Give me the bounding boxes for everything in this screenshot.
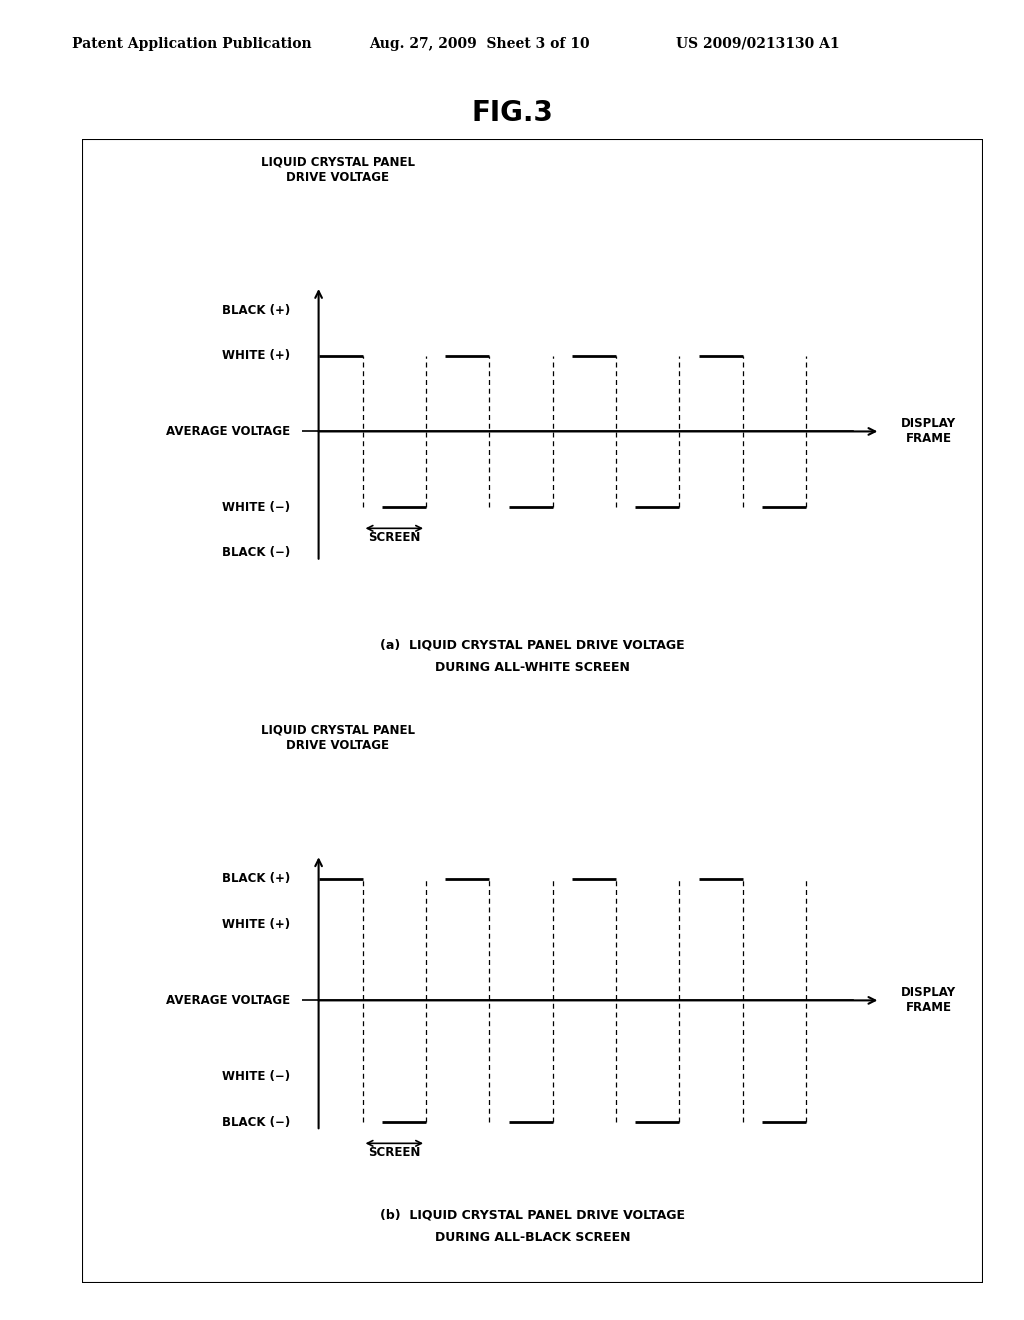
Text: DURING ALL-BLACK SCREEN: DURING ALL-BLACK SCREEN bbox=[435, 1232, 630, 1245]
Text: LIQUID CRYSTAL PANEL
DRIVE VOLTAGE: LIQUID CRYSTAL PANEL DRIVE VOLTAGE bbox=[261, 723, 415, 751]
Text: BLACK (+): BLACK (+) bbox=[221, 873, 290, 886]
Text: Aug. 27, 2009  Sheet 3 of 10: Aug. 27, 2009 Sheet 3 of 10 bbox=[369, 37, 589, 51]
Text: FIG.3: FIG.3 bbox=[471, 99, 553, 127]
Text: WHITE (−): WHITE (−) bbox=[221, 500, 290, 513]
Text: BLACK (−): BLACK (−) bbox=[221, 546, 290, 560]
Text: AVERAGE VOLTAGE: AVERAGE VOLTAGE bbox=[166, 994, 290, 1007]
Text: (b)  LIQUID CRYSTAL PANEL DRIVE VOLTAGE: (b) LIQUID CRYSTAL PANEL DRIVE VOLTAGE bbox=[380, 1209, 685, 1222]
Text: AVERAGE VOLTAGE: AVERAGE VOLTAGE bbox=[166, 425, 290, 438]
Text: LIQUID CRYSTAL PANEL
DRIVE VOLTAGE: LIQUID CRYSTAL PANEL DRIVE VOLTAGE bbox=[261, 156, 415, 183]
Text: DURING ALL-WHITE SCREEN: DURING ALL-WHITE SCREEN bbox=[435, 661, 630, 675]
Text: BLACK (−): BLACK (−) bbox=[221, 1115, 290, 1129]
Text: SCREEN: SCREEN bbox=[368, 1146, 421, 1159]
Text: WHITE (+): WHITE (+) bbox=[221, 350, 290, 362]
Text: Patent Application Publication: Patent Application Publication bbox=[72, 37, 311, 51]
Text: DISPLAY
FRAME: DISPLAY FRAME bbox=[901, 986, 956, 1014]
Text: WHITE (−): WHITE (−) bbox=[221, 1071, 290, 1082]
Text: SCREEN: SCREEN bbox=[368, 532, 421, 544]
Text: BLACK (+): BLACK (+) bbox=[221, 304, 290, 317]
Text: WHITE (+): WHITE (+) bbox=[221, 917, 290, 931]
Text: DISPLAY
FRAME: DISPLAY FRAME bbox=[901, 417, 956, 445]
Text: US 2009/0213130 A1: US 2009/0213130 A1 bbox=[676, 37, 840, 51]
Text: (a)  LIQUID CRYSTAL PANEL DRIVE VOLTAGE: (a) LIQUID CRYSTAL PANEL DRIVE VOLTAGE bbox=[380, 639, 685, 652]
